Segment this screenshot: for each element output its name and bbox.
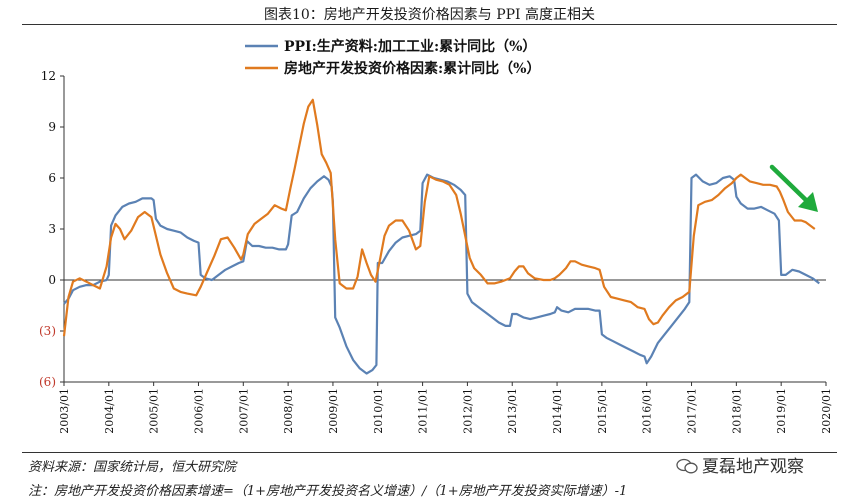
x-tick-label: 2011/01: [417, 388, 430, 434]
trend-arrow-shaft: [769, 164, 811, 205]
legend-label-ppi: PPI:生产资料:加工工业:累计同比（%）: [284, 38, 536, 55]
chart-title: 图表10：房地产开发投资价格因素与 PPI 高度正相关: [263, 7, 596, 23]
wechat-icon: [676, 458, 698, 474]
legend: PPI:生产资料:加工工业:累计同比（%） 房地产开发投资价格因素:累计同比（%…: [245, 38, 540, 77]
x-tick-label: 2008/01: [282, 388, 295, 434]
x-tick-label: 2009/01: [327, 388, 340, 434]
series-line-price: [62, 98, 816, 337]
y-tick-label: (6): [39, 375, 56, 389]
formula-note: 注：房地产开发投资价格因素增速=（1+房地产开发投资名义增速）/（1+房地产开发…: [28, 484, 628, 499]
trend-arrow-head: [798, 192, 818, 212]
x-tick-label: 2015/01: [596, 388, 609, 434]
title-rule: [22, 24, 837, 25]
trend-arrow: [769, 164, 818, 212]
x-tick-label: 2006/01: [192, 388, 205, 434]
y-tick-label: 0: [48, 273, 56, 287]
x-tick-label: 2013/01: [506, 388, 519, 434]
watermark-text: 夏磊地产观察: [702, 457, 804, 477]
footer-rule: [22, 452, 837, 453]
x-tick-label: 2003/01: [58, 388, 71, 434]
series-line-ppi: [63, 173, 820, 375]
y-tick-label: 9: [48, 120, 56, 134]
x-tick-label: 2020/01: [820, 388, 833, 434]
source-note: 资料来源：国家统计局，恒大研究院: [28, 460, 237, 475]
x-tick-label: 2005/01: [148, 388, 161, 434]
x-tick-label: 2014/01: [551, 388, 564, 434]
y-tick-label: 3: [48, 222, 56, 236]
x-tick-label: 2019/01: [775, 388, 788, 434]
y-tick-label: 6: [48, 171, 56, 185]
axes: 12 9 6 3 0 (3) (6)2003/01 2004/01 2005/01 2006/01…: [39, 69, 833, 434]
y-tick-label: (3): [39, 324, 56, 338]
line-chart: PPI:生产资料:加工工业:累计同比（%） 房地产开发投资价格因素:累计同比（%…: [39, 38, 833, 434]
x-tick-label: 2016/01: [641, 388, 654, 434]
x-tick-label: 2007/01: [237, 388, 250, 434]
legend-label-price: 房地产开发投资价格因素:累计同比（%）: [284, 60, 540, 77]
watermark: 夏磊地产观察: [676, 452, 804, 477]
x-tick-label: 2012/01: [461, 388, 474, 434]
x-tick-label: 2017/01: [686, 388, 699, 434]
x-tick-label: 2018/01: [730, 388, 743, 434]
y-tick-label: 12: [41, 69, 56, 83]
x-tick-label: 2004/01: [103, 388, 116, 434]
x-tick-label: 2010/01: [372, 388, 385, 434]
series-lines: [62, 98, 820, 375]
